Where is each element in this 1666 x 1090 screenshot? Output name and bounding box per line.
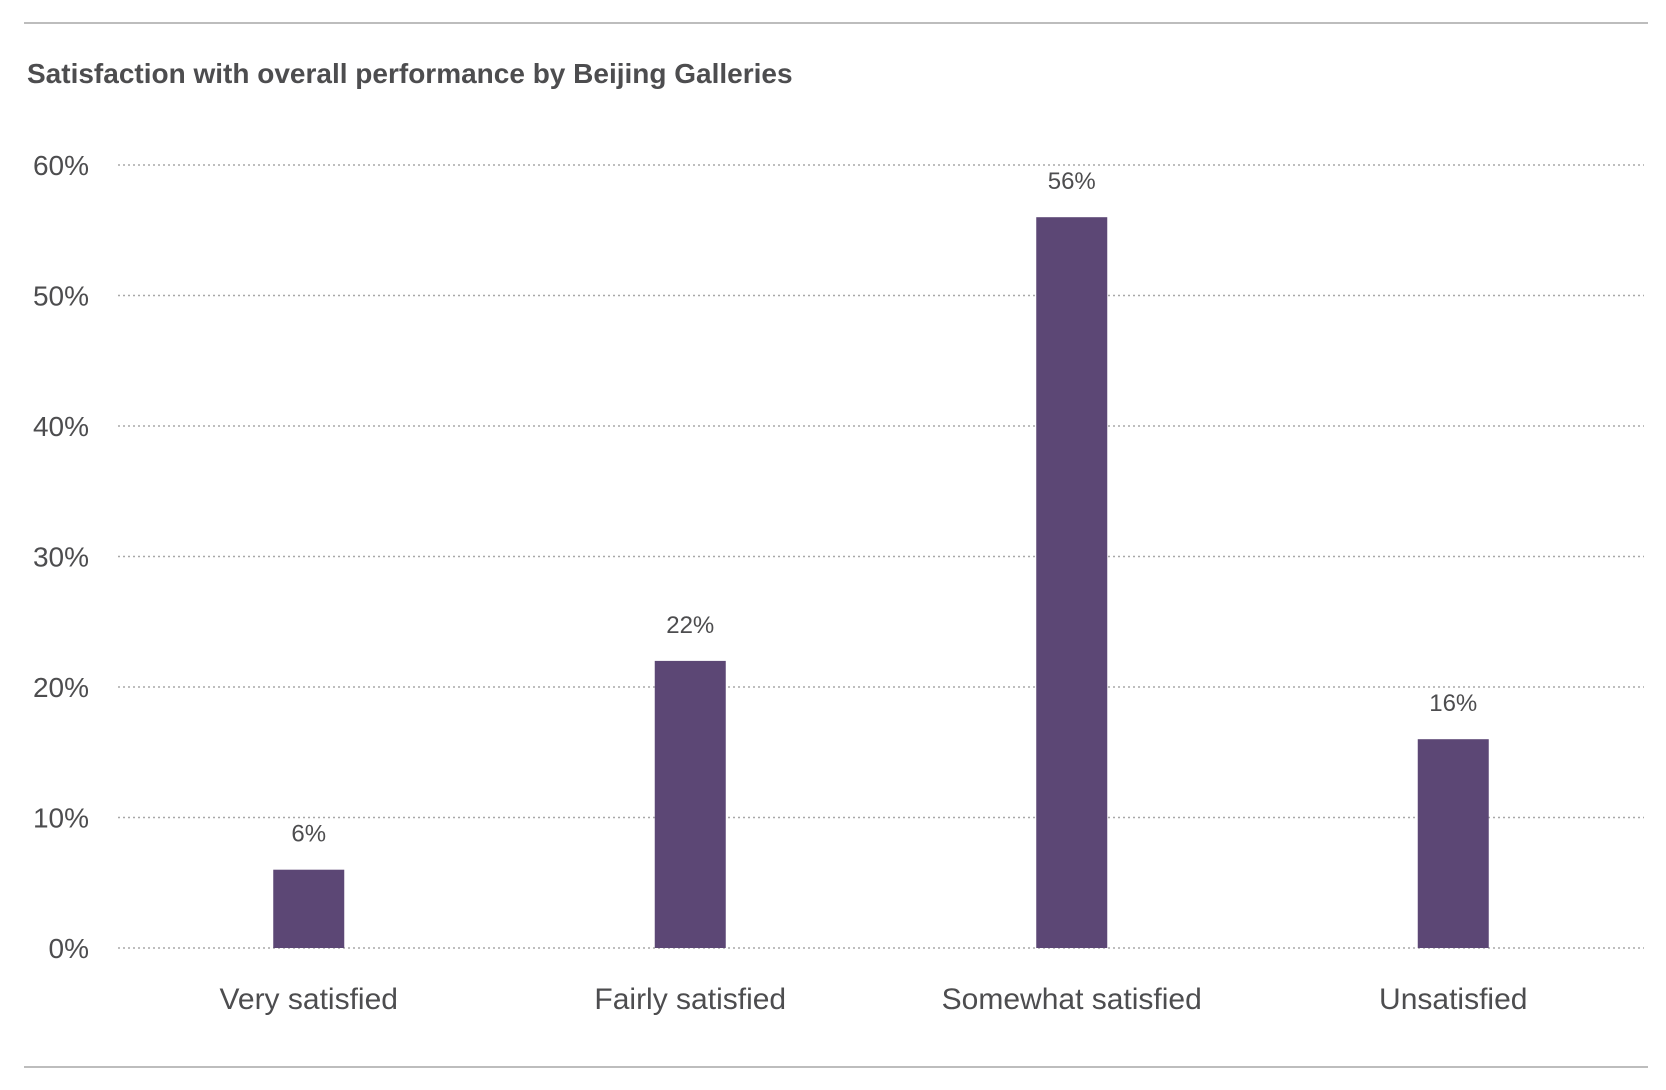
bar (654, 660, 726, 948)
data-label: 6% (291, 821, 326, 848)
bottom-rule (24, 1066, 1648, 1068)
x-tick-label: Fairly satisfied (594, 983, 786, 1016)
x-tick-label: Somewhat satisfied (942, 983, 1202, 1016)
data-label: 22% (666, 612, 714, 639)
bar (1036, 217, 1108, 948)
y-tick-label: 60% (33, 150, 89, 181)
y-tick-label: 10% (33, 803, 89, 834)
y-tick-label: 30% (33, 542, 89, 573)
bar (273, 869, 345, 948)
chart-title: Satisfaction with overall performance by… (27, 58, 793, 89)
top-rule (24, 22, 1648, 24)
x-tick-label: Unsatisfied (1379, 983, 1527, 1016)
data-label: 56% (1048, 168, 1096, 195)
y-tick-label: 20% (33, 672, 89, 703)
y-tick-label: 0% (49, 933, 89, 964)
y-tick-label: 50% (33, 281, 89, 312)
x-tick-label: Very satisfied (220, 983, 398, 1016)
data-label: 16% (1429, 690, 1477, 717)
y-tick-label: 40% (33, 411, 89, 442)
bar (1417, 739, 1489, 948)
